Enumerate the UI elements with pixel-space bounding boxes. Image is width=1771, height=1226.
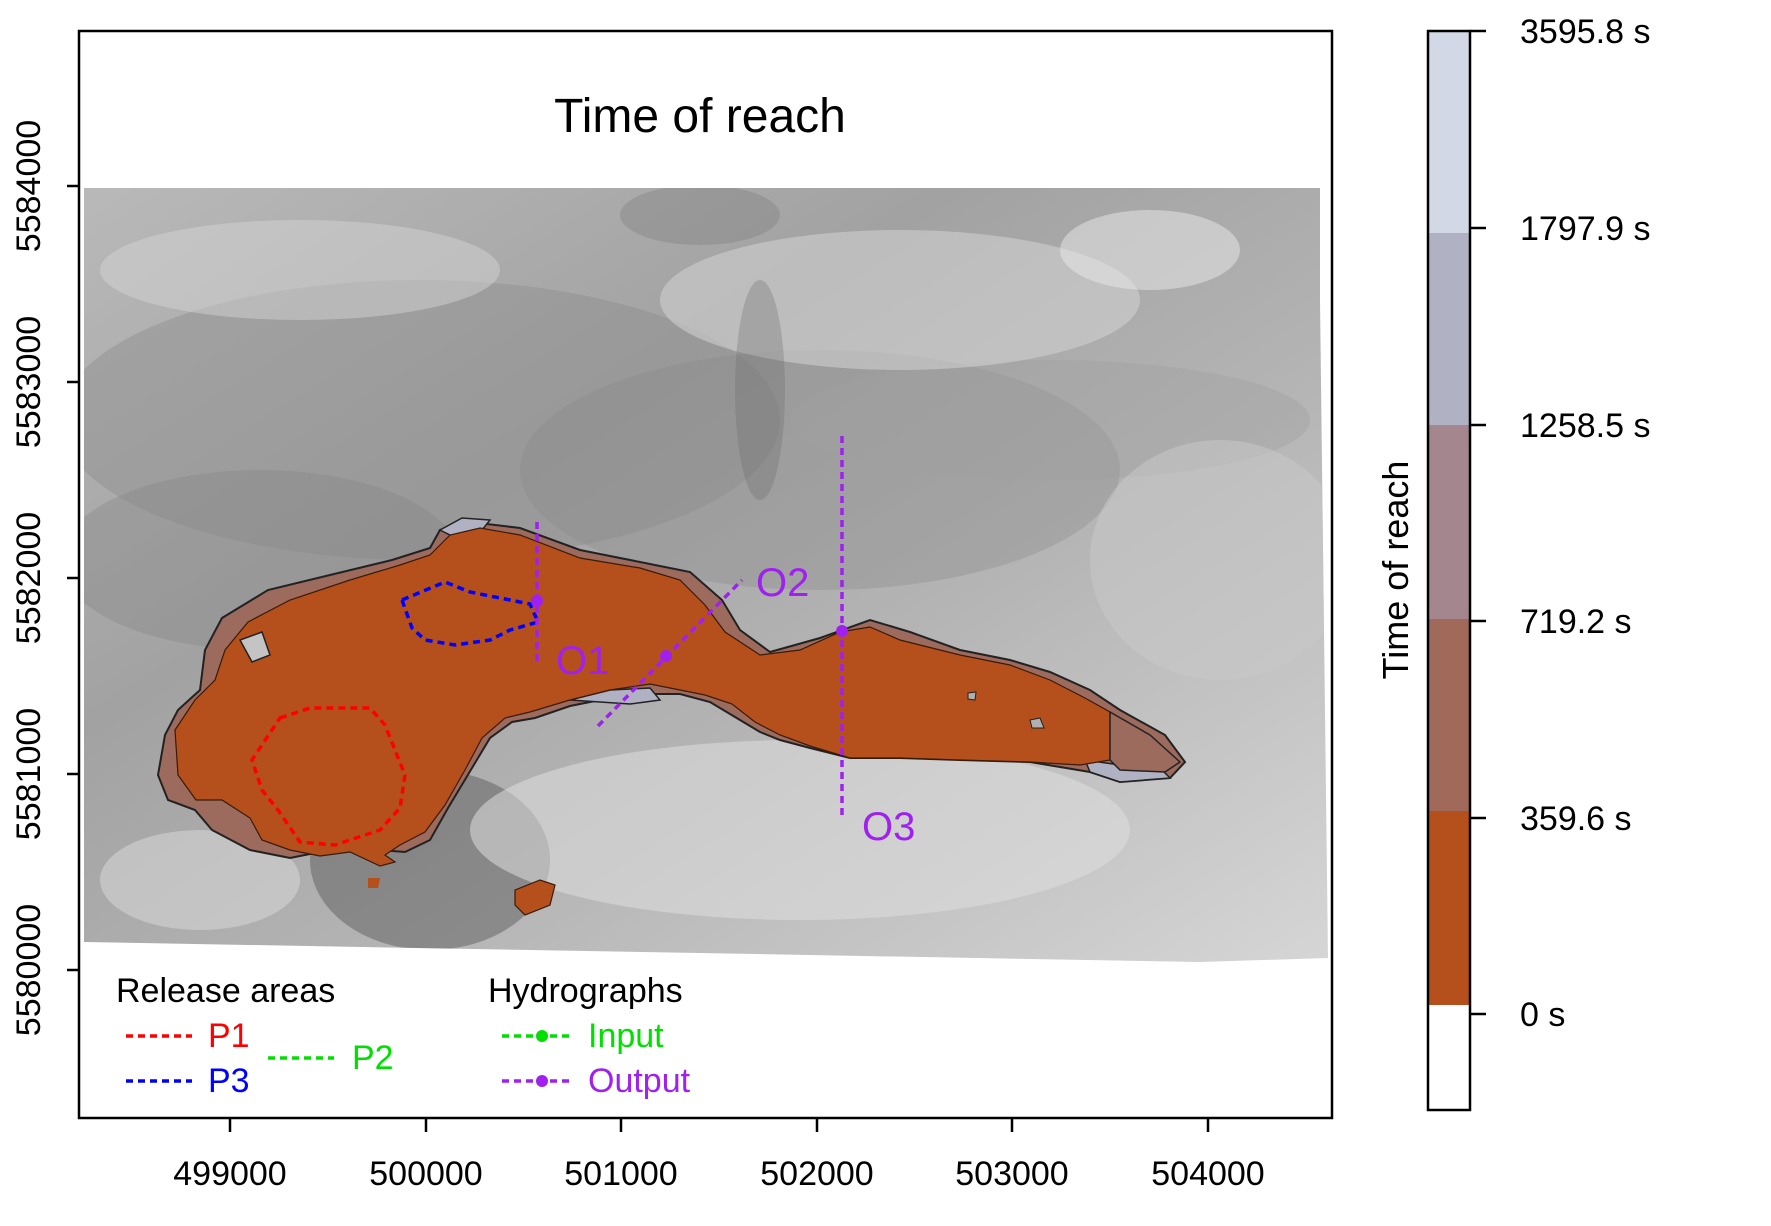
release-area-p1 bbox=[250, 706, 407, 847]
legend-input-label: Input bbox=[588, 1017, 664, 1055]
profile-o1-label: O1 bbox=[556, 639, 609, 683]
colorbar-label: 1258.5 s bbox=[1520, 407, 1650, 445]
x-tick-label: 501000 bbox=[564, 1155, 677, 1193]
colorbar-label: 719.2 s bbox=[1520, 603, 1632, 641]
colorbar-class-0 bbox=[1428, 1005, 1470, 1110]
legend-release-areas: Release areas P1 P2 P3 bbox=[116, 972, 394, 1100]
y-axis: 5580000 5581000 5582000 5583000 5584000 bbox=[10, 120, 79, 1036]
colorbar-class-4 bbox=[1428, 233, 1470, 425]
colorbar-title: Time of reach bbox=[1375, 461, 1416, 680]
colorbar: 3595.8 s 1797.9 s 1258.5 s 719.2 s 359.6… bbox=[1375, 13, 1650, 1112]
colorbar-class-5 bbox=[1428, 31, 1470, 233]
colorbar-class-2 bbox=[1428, 619, 1470, 811]
legend-p2-label: P2 bbox=[352, 1039, 394, 1077]
release-area-p3 bbox=[399, 580, 541, 647]
hydrograph-profiles: O1 O2 O3 bbox=[531, 436, 915, 849]
colorbar-frame bbox=[1426, 29, 1472, 1112]
y-tick-label: 5584000 bbox=[10, 120, 48, 252]
legend-hydro-title: Hydrographs bbox=[488, 972, 683, 1010]
colorbar-label: 1797.9 s bbox=[1520, 210, 1650, 248]
legend-release-title: Release areas bbox=[116, 972, 335, 1010]
profile-o3-label: O3 bbox=[862, 805, 915, 849]
profile-o3-point bbox=[836, 625, 848, 637]
x-tick-label: 502000 bbox=[760, 1155, 873, 1193]
x-tick-label: 499000 bbox=[173, 1155, 286, 1193]
profile-o1-point bbox=[531, 595, 543, 607]
colorbar-class-1 bbox=[1428, 811, 1470, 1005]
profile-o2-point bbox=[660, 650, 672, 662]
y-tick-label: 5582000 bbox=[10, 512, 48, 644]
x-tick-label: 504000 bbox=[1151, 1155, 1264, 1193]
map-title: Time of reach bbox=[554, 90, 846, 143]
y-tick-label: 5581000 bbox=[10, 708, 48, 840]
colorbar-label: 3595.8 s bbox=[1520, 13, 1650, 51]
x-axis: 499000 500000 501000 502000 503000 50400… bbox=[173, 1118, 1265, 1193]
legend-output-label: Output bbox=[588, 1062, 691, 1100]
colorbar-label: 0 s bbox=[1520, 996, 1565, 1034]
x-tick-label: 503000 bbox=[955, 1155, 1068, 1193]
legend-p1-label: P1 bbox=[208, 1017, 250, 1055]
y-tick-label: 5580000 bbox=[10, 904, 48, 1036]
y-tick-label: 5583000 bbox=[10, 316, 48, 448]
legend-hydrographs: Hydrographs Input Output bbox=[488, 972, 691, 1100]
profile-o2-label: O2 bbox=[756, 561, 809, 605]
legend-input-point bbox=[536, 1030, 548, 1042]
x-tick-label: 500000 bbox=[369, 1155, 482, 1193]
flow-extent-main bbox=[174, 527, 1182, 916]
legend-p3-label: P3 bbox=[208, 1062, 250, 1100]
legend-output-point bbox=[536, 1075, 548, 1087]
colorbar-label: 359.6 s bbox=[1520, 800, 1632, 838]
colorbar-class-3 bbox=[1428, 425, 1470, 619]
